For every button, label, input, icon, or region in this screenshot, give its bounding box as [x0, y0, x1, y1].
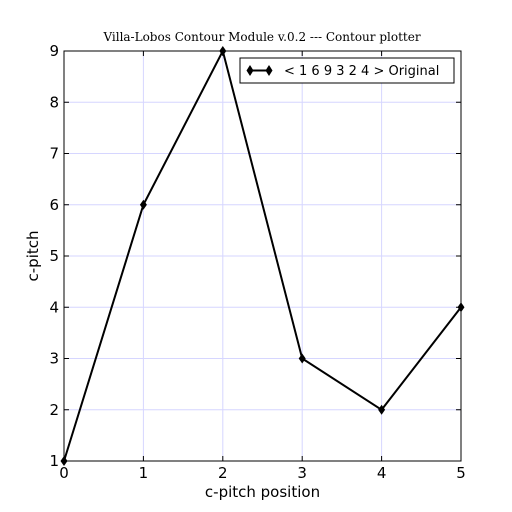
x-axis-label: c-pitch position: [205, 483, 320, 501]
y-tick-label: 6: [49, 196, 59, 214]
y-tick-label: 9: [49, 42, 59, 60]
y-tick-labels: 1 2 3 4 5 6 7 8 9: [49, 42, 59, 470]
x-tick-label: 3: [297, 464, 307, 482]
grid: [64, 51, 461, 461]
x-tick-label: 1: [139, 464, 149, 482]
axis-ticks: [63, 50, 462, 462]
y-axis-label: c-pitch: [24, 231, 42, 282]
x-tick-label: 4: [377, 464, 387, 482]
x-tick-label: 0: [59, 464, 69, 482]
data-point: [139, 199, 147, 210]
legend-box: [239, 57, 455, 84]
legend-label: < 1 6 9 3 2 4 > Original: [284, 64, 439, 79]
legend-marker-left: [246, 65, 254, 76]
legend-marker-right: [265, 65, 273, 76]
x-tick-label: 5: [456, 464, 466, 482]
data-point: [298, 353, 306, 364]
legend: < 1 6 9 3 2 4 > Original: [239, 57, 455, 84]
series-line: [63, 48, 462, 462]
y-tick-label: 2: [49, 401, 59, 419]
y-tick-label: 3: [49, 350, 59, 368]
y-tick-label: 5: [49, 247, 59, 265]
series-lines: [63, 48, 462, 462]
x-tick-label: 2: [218, 464, 228, 482]
chart-title: Villa-Lobos Contour Module v.0.2 --- Con…: [102, 30, 420, 44]
y-tick-label: 7: [49, 145, 59, 163]
y-tick-label: 8: [49, 93, 59, 111]
data-point: [378, 404, 386, 415]
x-tick-labels: 0 1 2 3 4 5: [59, 464, 466, 482]
y-tick-label: 4: [49, 298, 59, 316]
y-tick-label: 1: [49, 452, 59, 470]
series-markers: [60, 46, 465, 466]
